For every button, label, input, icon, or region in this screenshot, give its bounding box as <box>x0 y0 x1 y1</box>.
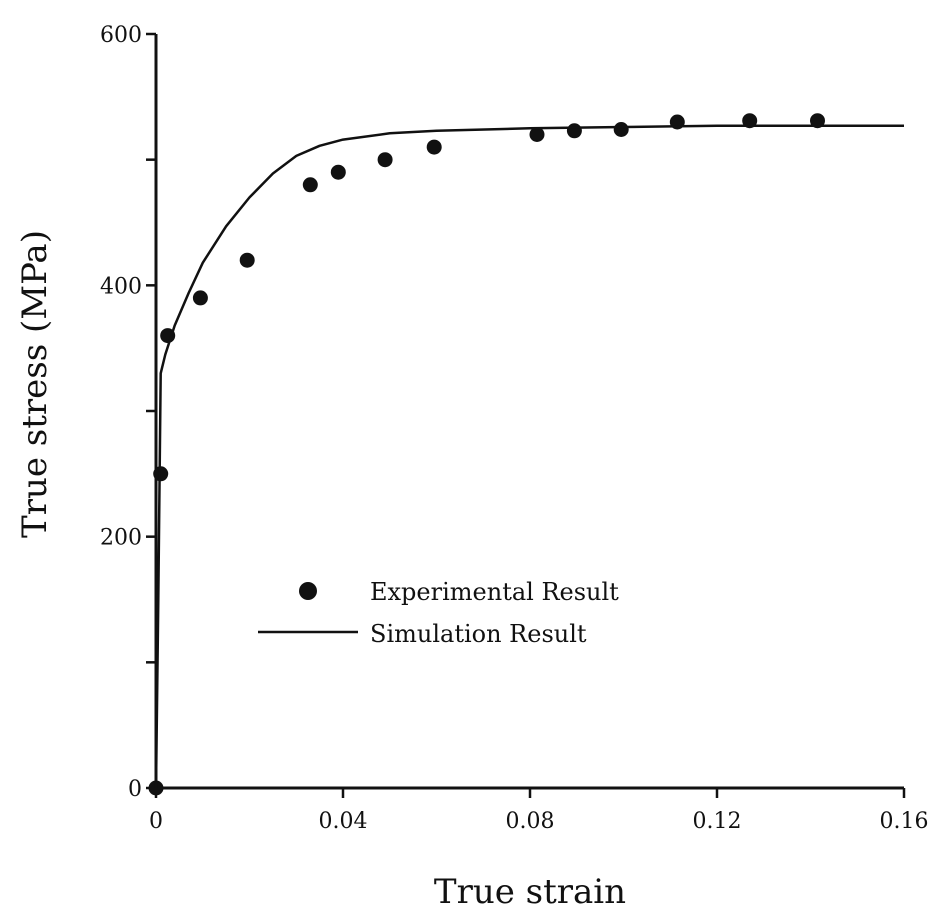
x-axis-title: True strain <box>434 872 626 912</box>
experimental-point <box>566 123 582 139</box>
experimental-point <box>742 113 758 129</box>
legend-label-simulation: Simulation Result <box>370 620 587 648</box>
simulation-line <box>154 124 904 789</box>
y-tick-label: 200 <box>100 526 142 551</box>
experimental-point <box>192 290 208 306</box>
x-tick-label: 0.04 <box>319 809 368 834</box>
y-tick-label: 600 <box>100 23 142 48</box>
legend: Experimental Result Simulation Result <box>258 578 619 648</box>
y-axis-title: True stress (MPa) <box>15 230 55 538</box>
experimental-point <box>613 122 629 137</box>
experimental-point <box>426 139 442 155</box>
legend-label-experimental: Experimental Result <box>370 578 619 606</box>
experimental-point <box>302 177 318 193</box>
x-tick-label: 0.12 <box>693 809 742 834</box>
x-tick-label: 0 <box>149 809 163 834</box>
legend-marker-experimental <box>299 582 317 600</box>
x-tick-label: 0.08 <box>506 809 555 834</box>
experimental-point <box>330 164 346 180</box>
y-tick-label: 0 <box>128 777 142 802</box>
experimental-point <box>239 252 255 268</box>
x-tick-label: 0.16 <box>880 809 929 834</box>
experimental-point <box>377 152 393 168</box>
experimental-point <box>529 127 545 142</box>
y-tick-label: 400 <box>100 274 142 299</box>
plot-area: 0 200 400 600 0 0.04 0.08 0.12 0.16 <box>100 23 928 834</box>
